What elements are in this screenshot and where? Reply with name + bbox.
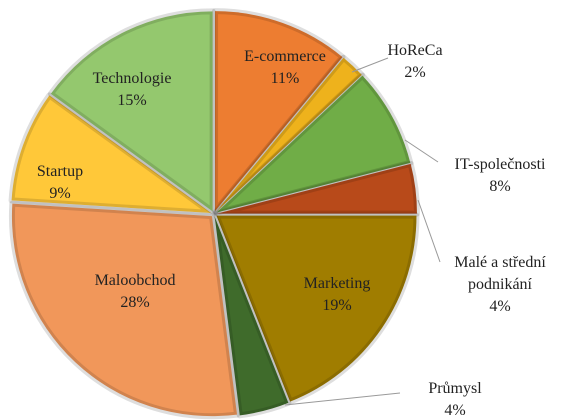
value-label: 28%: [120, 294, 150, 311]
pie-slice: [213, 212, 420, 405]
category-label: IT-společnosti: [454, 156, 546, 173]
pie-slice: [8, 92, 215, 216]
value-label: 4%: [489, 298, 511, 315]
value-label: 15%: [117, 92, 147, 109]
leader-line: [417, 199, 441, 263]
category-label: Marketing: [303, 275, 371, 292]
category-label: Technologie: [92, 70, 172, 87]
value-label: 8%: [489, 178, 511, 195]
pie-slice: [213, 54, 365, 215]
pie-slice: [47, 8, 216, 215]
pie-slice: [8, 200, 241, 420]
pie-slice: [211, 213, 292, 419]
data-label: IT-společnosti 8%: [435, 154, 565, 198]
data-label: HoReCa 2%: [370, 40, 460, 84]
data-label: Startup 9%: [15, 161, 105, 205]
leader-line: [284, 392, 401, 406]
value-label: 9%: [49, 185, 71, 202]
data-label: Technologie 15%: [67, 68, 197, 112]
data-label: Maloobchod 28%: [70, 270, 200, 314]
value-label: 4%: [444, 402, 466, 419]
category-label: Průmysl: [428, 380, 482, 397]
data-label: Průmysl 4%: [410, 378, 500, 420]
category-label: Startup: [36, 163, 84, 180]
data-label: Marketing 19%: [277, 273, 397, 317]
value-label: 11%: [270, 70, 300, 87]
category-label: Malé a střední podnikání: [454, 254, 546, 293]
data-label: E-commerce 11%: [225, 46, 345, 90]
data-label: Malé a střední podnikání 4%: [445, 252, 555, 318]
category-label: HoReCa: [387, 42, 443, 59]
pie-slice: [213, 160, 420, 217]
leader-line: [404, 139, 439, 163]
category-label: Maloobchod: [94, 272, 176, 289]
leader-line: [351, 57, 389, 73]
pie-slice: [213, 72, 414, 216]
value-label: 2%: [404, 64, 426, 81]
value-label: 19%: [322, 297, 352, 314]
category-label: E-commerce: [244, 48, 326, 65]
pie-slice: [212, 8, 346, 215]
